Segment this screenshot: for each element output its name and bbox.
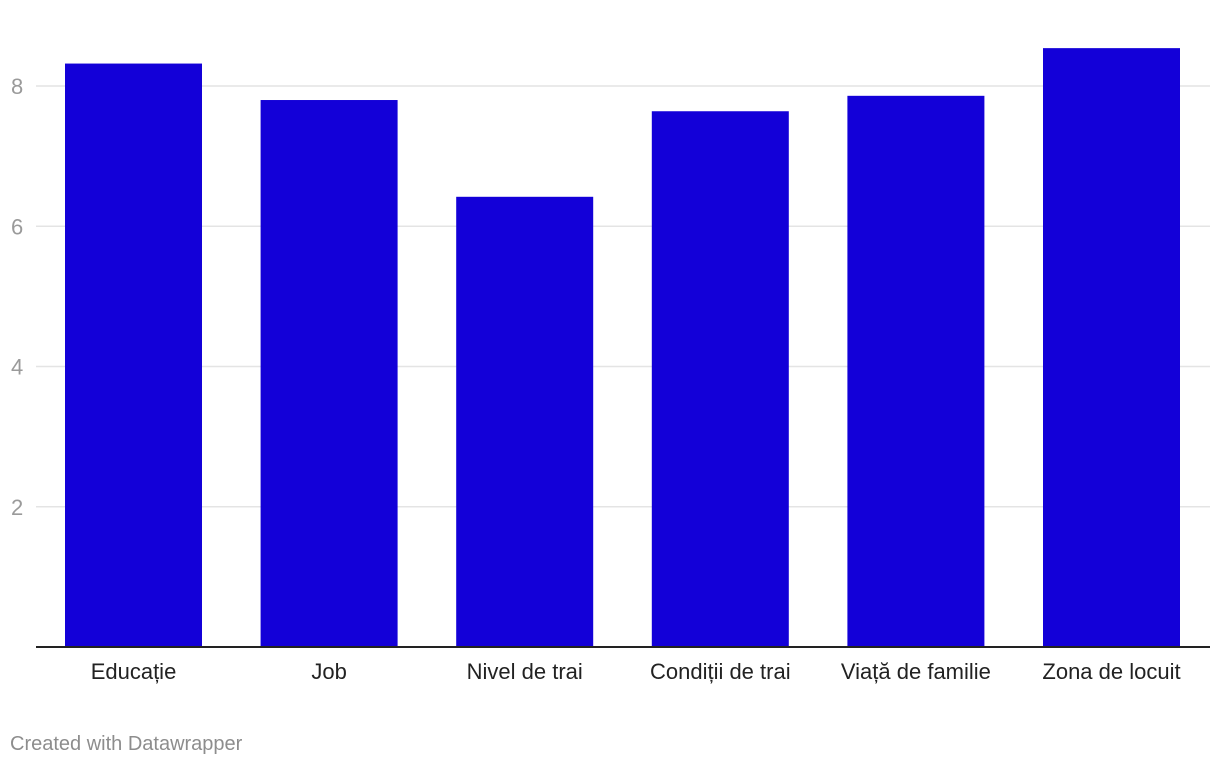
- x-tick-label: Viață de familie: [841, 659, 991, 684]
- bars: [65, 48, 1180, 648]
- bar-5: [1043, 48, 1180, 647]
- bar-2: [456, 196, 594, 648]
- y-tick-label: 8: [11, 74, 23, 99]
- y-tick-label: 4: [11, 355, 23, 380]
- x-tick-label: Nivel de trai: [467, 659, 583, 684]
- bar-1: [260, 100, 398, 647]
- y-tick-label: 2: [11, 495, 23, 520]
- gridlines: [36, 85, 1210, 508]
- x-axis-ticks: Educație Job Nivel de trai Condiții de trai…: [91, 659, 1181, 684]
- x-tick-label: Condiții de trai: [650, 659, 791, 684]
- x-tick-label: Educație: [91, 659, 177, 684]
- x-tick-label: Zona de locuit: [1042, 659, 1180, 684]
- y-tick-label: 6: [11, 214, 23, 239]
- y-axis-ticks: 2 4 6 8: [11, 74, 23, 520]
- bar-4: [847, 95, 985, 647]
- x-tick-label: Job: [311, 659, 346, 684]
- bar-0: [65, 63, 202, 648]
- footer-credit: Created with Datawrapper: [10, 733, 243, 755]
- bar-3: [651, 111, 789, 648]
